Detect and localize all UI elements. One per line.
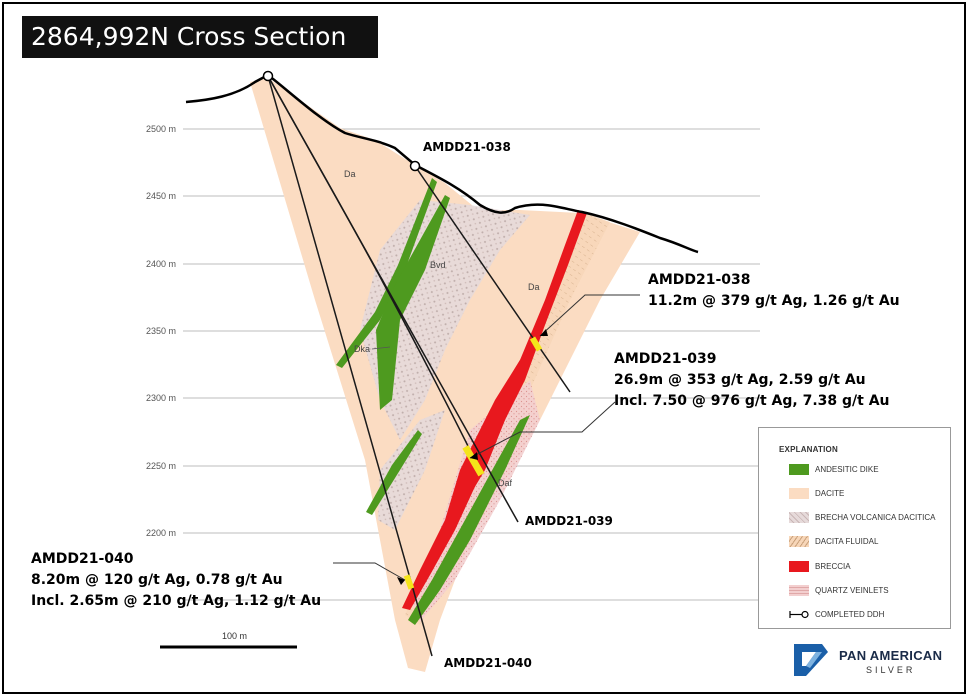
legend-swatch (789, 464, 809, 475)
leader-arrowhead (470, 452, 478, 460)
unit-label: Dka (354, 344, 370, 354)
logo-mark-icon (794, 644, 828, 676)
unit-label: Da (528, 282, 540, 292)
hole-label-040: AMDD21-040 (444, 656, 532, 670)
legend-label: ANDESITIC DIKE (815, 465, 879, 474)
result-line: Incl. 2.65m @ 210 g/t Ag, 1.12 g/t Au (31, 593, 322, 609)
legend-swatch (789, 585, 809, 596)
leader-arrowhead (540, 329, 548, 336)
hole-label-038: AMDD21-038 (423, 140, 511, 154)
drill-holes (267, 75, 571, 657)
legend: EXPLANATION ANDESITIC DIKE DACITE BRECHA… (758, 427, 951, 629)
logo-name: PAN AMERICAN (839, 648, 943, 663)
company-logo: PAN AMERICAN SILVER (792, 640, 957, 680)
brecha-zone (378, 410, 445, 530)
result-039: AMDD21-039 26.9m @ 353 g/t Ag, 2.59 g/t … (614, 349, 890, 412)
drill-hole-trace (267, 75, 471, 451)
result-line: 11.2m @ 379 g/t Ag, 1.26 g/t Au (648, 293, 900, 309)
unit-leader (371, 346, 391, 350)
elevation-label: 2400 m (146, 259, 176, 269)
elevation-label: 2500 m (146, 124, 176, 134)
leader-arrowhead (397, 577, 405, 585)
dacite-body (250, 78, 640, 672)
intercept-038 (529, 336, 543, 352)
logo-sub: SILVER (866, 665, 916, 675)
elevation-labels: 2500 m 2450 m 2400 m 2350 m 2300 m 2250 … (146, 124, 176, 538)
legend-swatch (789, 512, 809, 523)
legend-label: BRECHA VOLCANICA DACITICA (815, 513, 936, 522)
elevation-label: 2350 m (146, 326, 176, 336)
scale-bar: 100 m (160, 631, 297, 649)
legend-label: QUARTZ VEINLETS (815, 586, 889, 595)
drill-hole-trace (267, 75, 433, 657)
result-hole: AMDD21-040 (31, 551, 134, 567)
legend-title: EXPLANATION (779, 445, 838, 454)
andesitic-dike (336, 178, 437, 368)
result-040: AMDD21-040 8.20m @ 120 g/t Ag, 0.78 g/t … (31, 549, 321, 612)
elevation-label: 2300 m (146, 393, 176, 403)
result-hole: AMDD21-038 (648, 272, 751, 288)
section-title: 2864,992N Cross Section (22, 16, 378, 58)
legend-label: DACITE (815, 489, 845, 498)
result-line: 8.20m @ 120 g/t Ag, 0.78 g/t Au (31, 572, 283, 588)
ddh-icon (789, 610, 809, 619)
legend-label: BRECCIA (815, 562, 851, 571)
elevation-label: 2450 m (146, 191, 176, 201)
elevation-label: 2250 m (146, 461, 176, 471)
drill-hole-trace (414, 165, 571, 393)
legend-label: COMPLETED DDH (815, 610, 885, 619)
elevation-label: 2200 m (146, 528, 176, 538)
hole-label-039: AMDD21-039 (525, 514, 613, 528)
legend-swatch (789, 536, 809, 547)
topography-line (185, 73, 699, 254)
andesitic-dike (408, 415, 530, 625)
andesitic-dike (366, 430, 422, 515)
unit-label: Da (344, 169, 356, 179)
collar-marker (409, 160, 421, 172)
unit-label: Bvd (430, 260, 446, 270)
intercept-040 (403, 574, 415, 590)
unit-label: Daf (498, 478, 513, 488)
result-line: Incl. 7.50 @ 976 g/t Ag, 7.38 g/t Au (614, 393, 890, 409)
result-line: 26.9m @ 353 g/t Ag, 2.59 g/t Au (614, 372, 866, 388)
collar-marker (262, 70, 274, 82)
andesitic-dike (376, 195, 450, 410)
result-038: AMDD21-038 11.2m @ 379 g/t Ag, 1.26 g/t … (648, 270, 900, 312)
leader-lines (333, 294, 640, 581)
legend-label: DACITA FLUIDAL (815, 537, 879, 546)
scale-label: 100 m (222, 631, 247, 641)
legend-swatch (789, 561, 809, 572)
result-hole: AMDD21-039 (614, 351, 717, 367)
legend-swatch (789, 488, 809, 499)
intercept-039 (462, 445, 485, 477)
